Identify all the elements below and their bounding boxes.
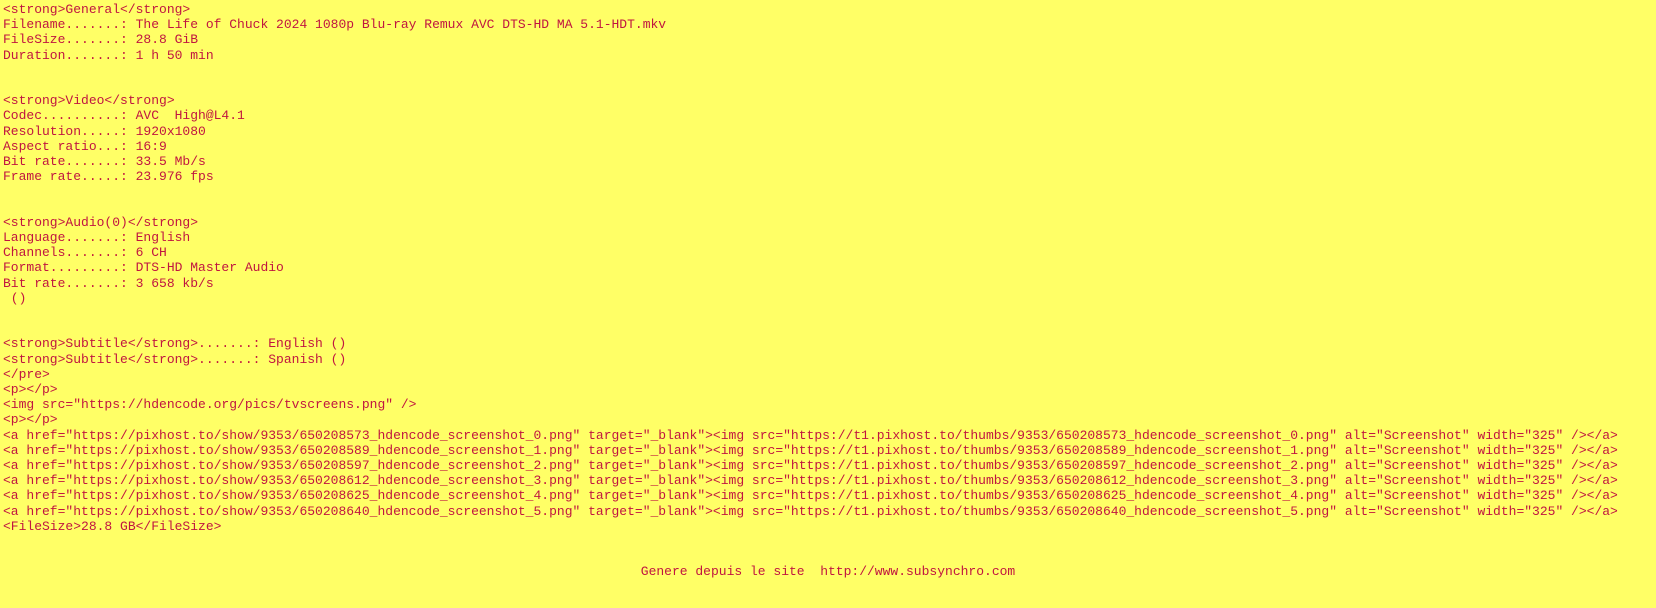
text-line: Channels.......: 6 CH [3, 245, 167, 261]
text-line: <strong>Subtitle</strong>.......: Spanis… [3, 351, 347, 367]
text-line: Aspect ratio...: 16:9 [3, 138, 167, 154]
text-line: Format.........: DTS-HD Master Audio [3, 260, 284, 276]
text-line: Codec..........: AVC High@L4.1 [3, 108, 245, 124]
text-line [3, 549, 1656, 564]
text-line [3, 306, 1656, 321]
text-line: <strong>Subtitle</strong>.......: Englis… [3, 336, 347, 352]
text-line: () [3, 290, 27, 306]
footer-credit: Genere depuis le site http://www.subsync… [640, 564, 1016, 580]
text-line: <FileSize>28.8 GB</FileSize> [3, 518, 222, 534]
text-line: <p></p> [3, 381, 58, 397]
text-line [3, 200, 1656, 215]
text-line: <a href="https://pixhost.to/show/9353/65… [3, 503, 1618, 519]
text-line: Frame rate.....: 23.976 fps [3, 169, 214, 185]
text-line: <img src="https://hdencode.org/pics/tvsc… [3, 397, 417, 413]
text-line: <strong>Video</strong> [3, 93, 175, 109]
text-line: <strong>General</strong> [3, 2, 191, 17]
text-line: <a href="https://pixhost.to/show/9353/65… [3, 488, 1618, 504]
text-line [3, 78, 1656, 93]
text-line: </pre> [3, 366, 50, 382]
text-line: Resolution.....: 1920x1080 [3, 123, 206, 139]
text-line: Bit rate.......: 3 658 kb/s [3, 275, 214, 291]
text-line: Language.......: English [3, 229, 191, 245]
text-line [3, 534, 1656, 549]
text-line: Filename.......: The Life of Chuck 2024 … [3, 17, 667, 33]
text-line [3, 321, 1656, 336]
text-line: <strong>Audio(0)</strong> [3, 214, 199, 230]
text-line: <a href="https://pixhost.to/show/9353/65… [3, 427, 1618, 443]
text-line: Duration.......: 1 h 50 min [3, 47, 214, 63]
text-line [3, 63, 1656, 78]
text-line: Bit rate.......: 33.5 Mb/s [3, 154, 206, 169]
text-line [3, 184, 1656, 199]
text-line: FileSize.......: 28.8 GiB [3, 32, 199, 48]
text-line: <a href="https://pixhost.to/show/9353/65… [3, 442, 1618, 458]
text-line: <p></p> [3, 412, 58, 428]
text-line: <a href="https://pixhost.to/show/9353/65… [3, 458, 1618, 473]
text-line: <a href="https://pixhost.to/show/9353/65… [3, 473, 1618, 489]
